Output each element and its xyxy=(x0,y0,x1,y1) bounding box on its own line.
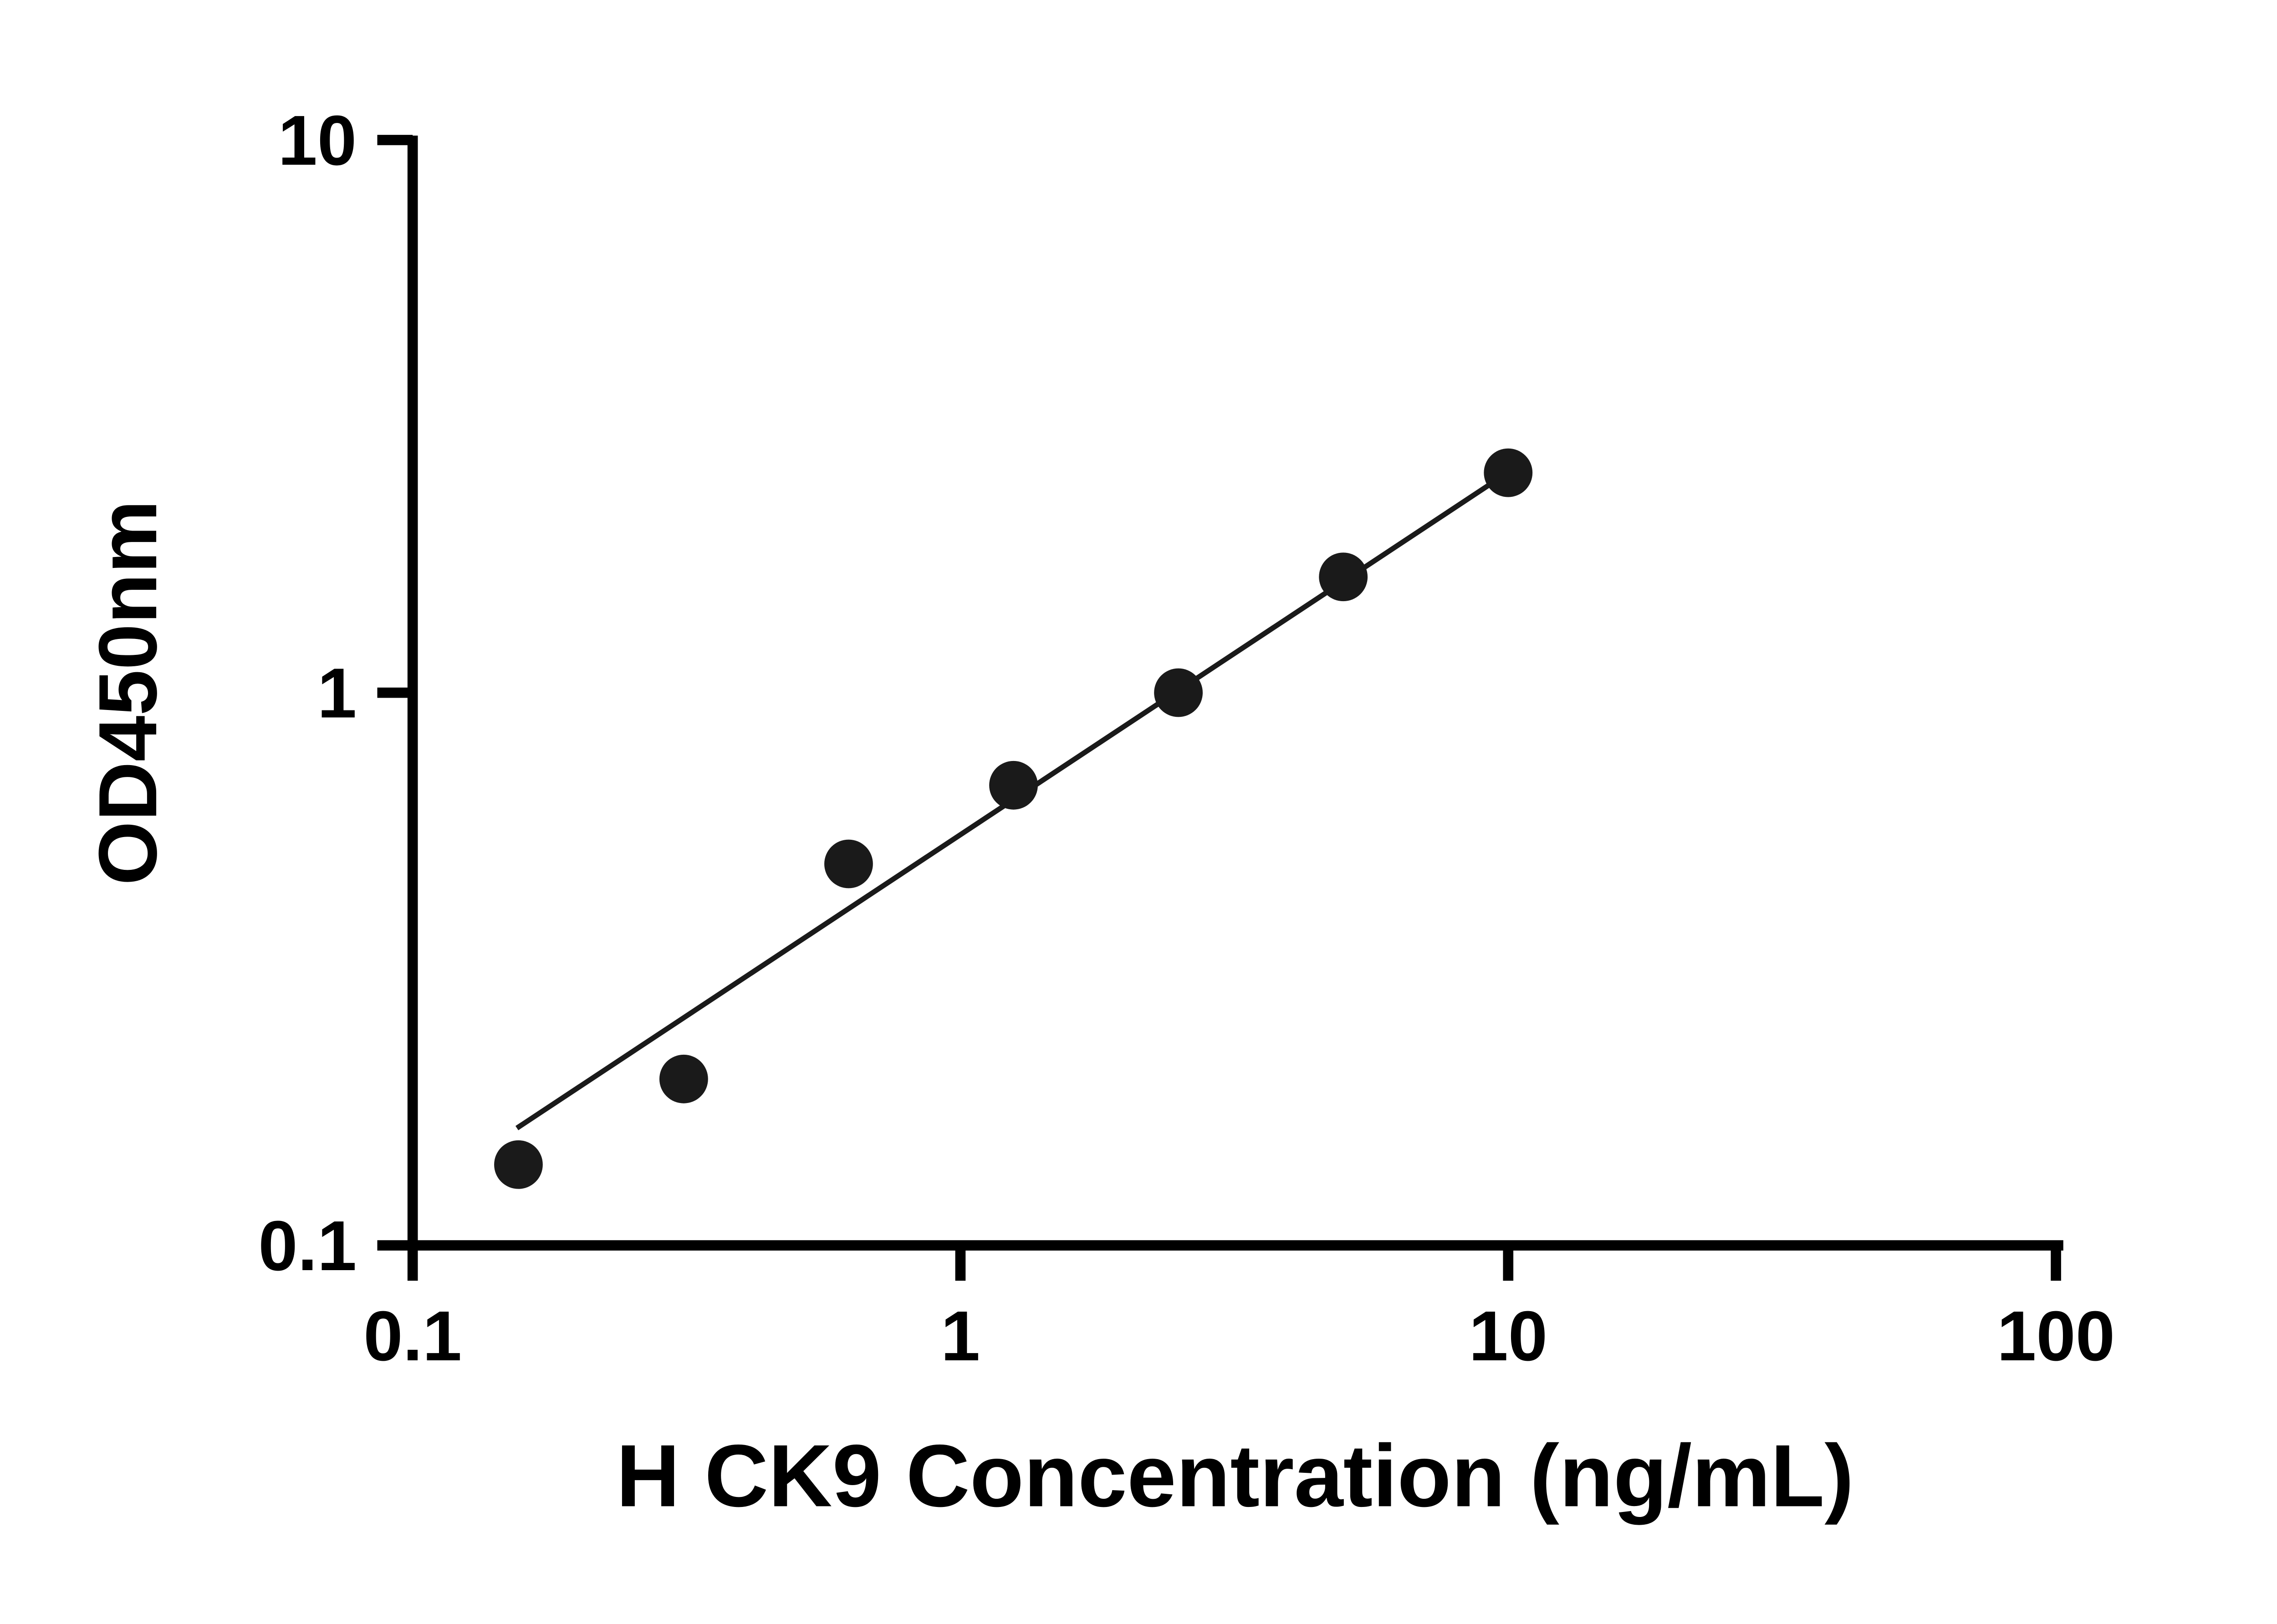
data-point xyxy=(824,839,873,889)
y-axis-label: OD450nm xyxy=(82,500,174,885)
data-points xyxy=(494,448,1533,1189)
data-point xyxy=(659,1054,708,1103)
y-axis-ticks: 0.1 1 10 xyxy=(258,101,413,1285)
y-tick-label: 0.1 xyxy=(258,1206,357,1285)
data-point xyxy=(494,1140,543,1189)
data-point xyxy=(1484,448,1533,497)
x-tick-label: 0.1 xyxy=(363,1296,462,1375)
y-tick-label: 10 xyxy=(278,101,357,180)
x-tick-label: 10 xyxy=(1469,1296,1547,1375)
data-point xyxy=(1319,552,1368,602)
y-tick-label: 1 xyxy=(317,653,357,732)
data-point xyxy=(989,761,1038,810)
x-axis-ticks: 0.1 1 10 100 xyxy=(363,1245,2115,1375)
x-axis-label: H CK9 Concentration (ng/mL) xyxy=(616,1426,1854,1525)
data-point xyxy=(1154,668,1203,717)
x-tick-label: 1 xyxy=(941,1296,980,1375)
x-tick-label: 100 xyxy=(1997,1296,2115,1375)
